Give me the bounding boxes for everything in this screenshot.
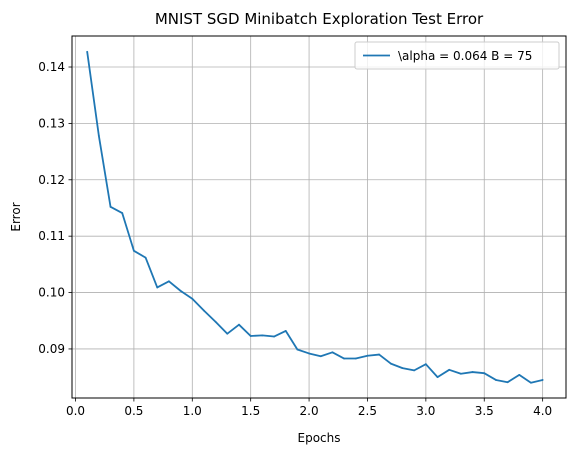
y-tick-label: 0.11 — [38, 229, 65, 243]
grid — [72, 36, 566, 398]
x-tick-label: 3.0 — [416, 404, 435, 418]
x-tick-label: 0.5 — [124, 404, 143, 418]
plot-frame — [71, 35, 567, 399]
data-point — [226, 332, 229, 335]
y-tick-label: 0.10 — [38, 286, 65, 300]
y-tick-label: 0.13 — [38, 116, 65, 130]
data-point — [144, 256, 147, 259]
data-point — [296, 348, 299, 351]
data-point — [179, 289, 182, 292]
y-axis-label: Error — [9, 202, 23, 231]
data-point — [354, 357, 357, 360]
x-tick-label: 2.5 — [358, 404, 377, 418]
data-point — [97, 134, 100, 137]
data-point — [424, 363, 427, 366]
series-layer — [86, 50, 544, 384]
data-point — [273, 335, 275, 338]
x-tick-label: 4.0 — [533, 404, 552, 418]
legend-series-label: \alpha = 0.064 B = 75 — [398, 49, 532, 63]
chart-title: MNIST SGD Minibatch Exploration Test Err… — [155, 10, 484, 28]
data-point — [483, 372, 486, 375]
data-point — [121, 212, 124, 214]
data-point — [109, 205, 112, 208]
data-point — [518, 373, 521, 376]
x-tick-label: 1.5 — [241, 404, 260, 418]
data-point — [308, 352, 310, 355]
data-point — [436, 376, 439, 379]
y-tick-label: 0.14 — [38, 60, 65, 74]
data-point — [203, 309, 205, 312]
y-tick-label: 0.09 — [38, 342, 65, 356]
data-point — [284, 330, 287, 332]
data-point — [86, 50, 89, 53]
data-point — [495, 379, 497, 381]
legend: \alpha = 0.064 B = 75 — [354, 41, 560, 70]
x-tick-label: 1.0 — [183, 404, 202, 418]
x-tick-label: 2.0 — [300, 404, 319, 418]
data-point — [133, 249, 135, 252]
data-point — [459, 372, 462, 375]
data-point — [448, 368, 451, 371]
data-point — [366, 354, 369, 357]
data-point — [506, 381, 509, 384]
y-tick-label: 0.12 — [38, 173, 65, 187]
data-point — [238, 323, 240, 326]
x-tick-label: 0.0 — [66, 404, 85, 418]
x-tick-label: 3.5 — [475, 404, 494, 418]
data-point — [389, 362, 392, 365]
y-axis-ticks: 0.09 0.10 0.11 0.12 0.13 0.14 — [38, 60, 72, 356]
data-point — [413, 369, 416, 372]
x-axis-ticks: 0.0 0.5 1.0 1.5 2.0 2.5 3.0 3.5 4.0 — [66, 398, 552, 418]
data-point — [261, 334, 264, 337]
data-point — [401, 367, 404, 370]
data-point — [214, 320, 217, 323]
data-point — [541, 379, 544, 381]
data-point — [471, 371, 474, 373]
legend-box — [354, 41, 560, 70]
data-point — [191, 297, 194, 300]
data-point — [331, 351, 334, 354]
data-point — [249, 335, 252, 337]
series-line-0 — [86, 51, 543, 384]
data-point — [378, 353, 381, 356]
data-point — [343, 357, 346, 360]
data-point — [319, 355, 322, 358]
x-axis-label: Epochs — [298, 431, 341, 445]
data-point — [168, 280, 170, 283]
plot-area — [72, 36, 566, 398]
data-point — [156, 286, 159, 289]
data-point — [530, 381, 532, 384]
